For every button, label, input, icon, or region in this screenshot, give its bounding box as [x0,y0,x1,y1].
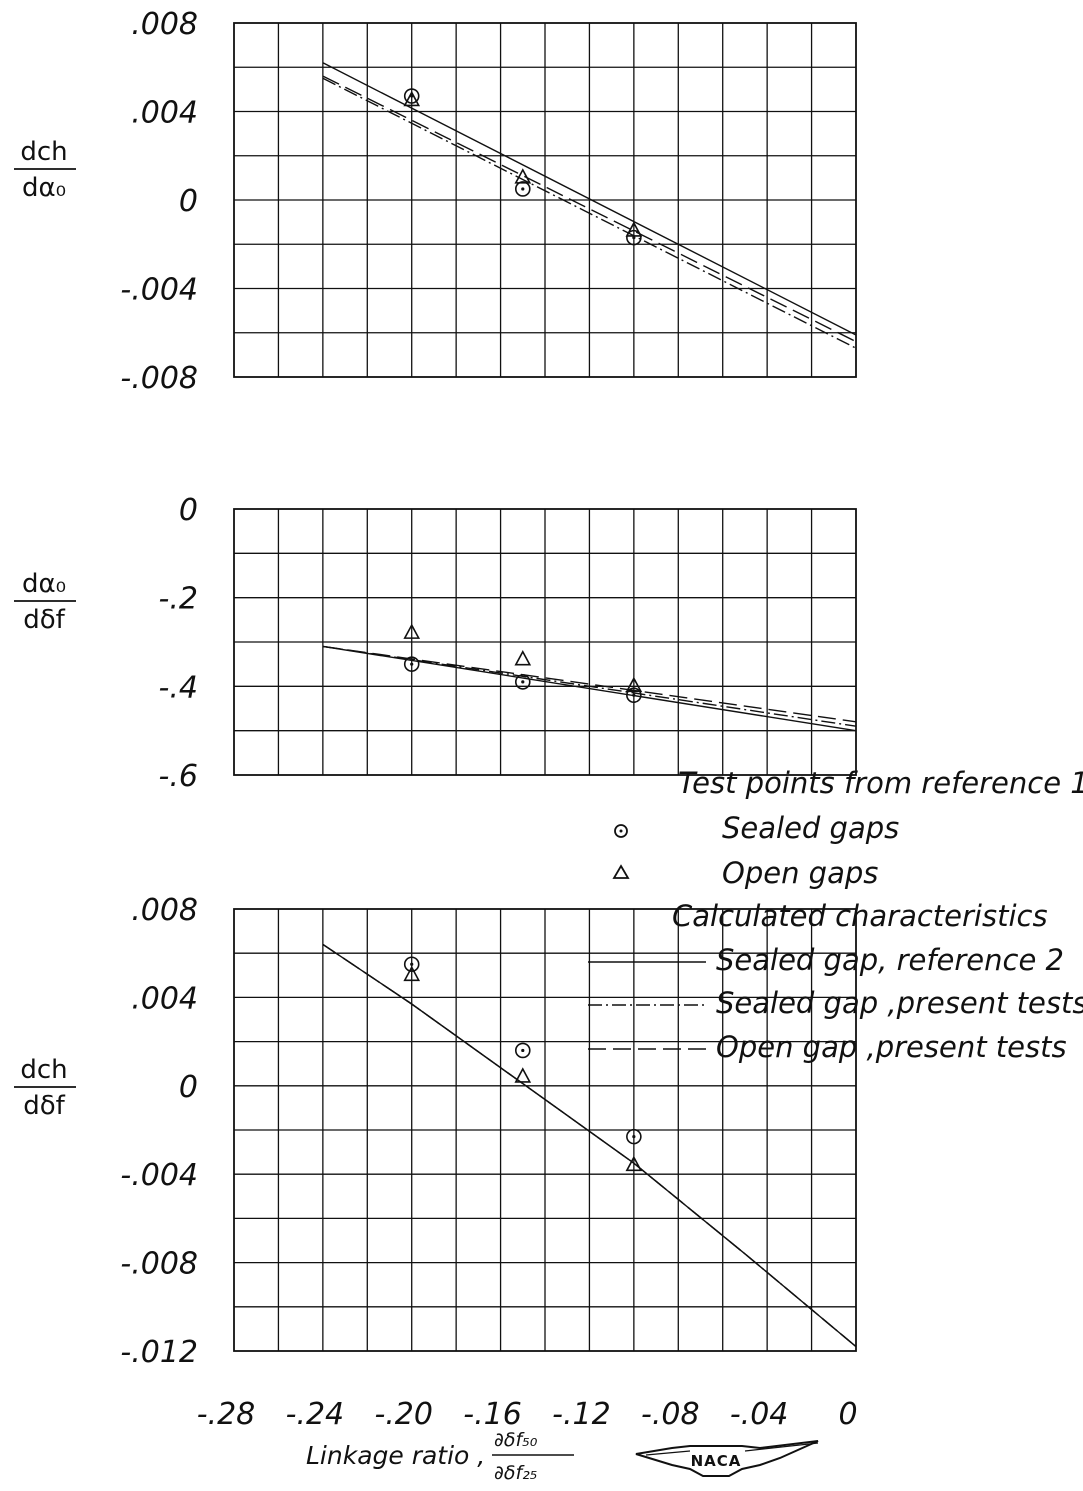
data-point-open-gap [625,1155,643,1172]
x-tick-label: -.16 [463,1397,522,1432]
y-tick-label: 0 [179,1070,198,1105]
y-axis-label-denominator: dδf [23,1091,65,1121]
x-axis-title: Linkage ratio , ∂δf₅₀ ∂δf₂₅ [306,1429,574,1484]
y-tick-label: 0 [179,493,198,528]
y-axis-label-denominator: dδf [23,605,65,635]
data-point-open-gap [403,965,421,982]
naca-logo-text: NACA [691,1452,742,1470]
legend-test-heading: Test points from reference 1 [678,766,1083,800]
data-point-sealed-gap [514,1042,531,1059]
series-line-dash-dot [322,645,857,727]
point-dot [521,1048,525,1053]
point-circle [514,674,531,690]
y-axis-label-numerator: dα₀ [22,569,66,599]
point-circle [514,1042,531,1059]
legend-calc-heading: Calculated characteristics [672,899,1048,933]
legend-line-open: Open gap ,present tests [716,1030,1067,1064]
data-point-open-gap [625,221,643,237]
plot-frame [233,908,857,1352]
x-axis-title-numerator: ∂δf₅₀ [494,1429,538,1451]
data-point-sealed-gap [403,656,420,672]
data-point-sealed-gap [514,181,531,197]
naca-logo: NACA [635,1440,819,1477]
point-dot [632,693,636,697]
series-line-dashed [322,645,857,723]
data-point-sealed-gap [514,674,531,690]
series-line-solid [322,62,857,336]
series-line-dash-dot [322,943,857,1348]
y-tick-label: -.008 [120,1247,198,1282]
point-circle [626,1128,642,1145]
y-tick-label: -.004 [120,273,198,308]
x-axis-title-prefix: Linkage ratio , [306,1441,485,1470]
x-tick-label: -.12 [552,1397,611,1432]
x-tick-label: -.28 [197,1397,256,1432]
y-axis-label-numerator: dch [20,1055,67,1085]
y-axis-label-denominator: dα₀ [22,173,66,203]
point-dot [632,1135,636,1139]
data-point-open-gap [403,90,421,107]
legend-sealed-gaps: Sealed gaps [722,811,899,845]
data-point-open-gap [514,650,532,666]
panel-hinge-moment-delta: .008 .004 0 -.004 -.008 -.012 dch dδf -.28 -.24 -.… [14,893,858,1432]
point-dot [521,187,525,191]
data-point-sealed-gap [403,956,420,973]
y-tick-label: -.004 [120,1158,198,1193]
x-tick-label: 0 [838,1397,857,1432]
legend-triangle-marker-icon [612,864,630,879]
plot-frame [233,508,857,776]
y-tick-label: .008 [131,7,198,42]
point-dot [410,662,414,666]
point-circle [626,229,642,246]
y-axis-label-numerator: dch [20,137,67,167]
y-tick-label: -.6 [159,759,198,794]
series-line-dashed [322,943,857,1348]
y-tick-label: .004 [131,981,198,1016]
legend-circle-marker-icon [614,824,628,838]
point-circle [626,687,642,704]
x-axis-title-denominator: ∂δf₂₅ [494,1462,537,1484]
series-line-dash-dot [322,77,857,349]
y-tick-label: .008 [131,893,198,928]
data-point-open-gap [514,168,532,184]
legend: Test points from reference 1 Sealed gaps… [588,766,1083,1064]
y-tick-label: -.008 [120,361,198,396]
data-point-open-gap [625,676,643,693]
point-circle [403,88,420,104]
point-circle [403,656,420,672]
y-tick-label: -.2 [159,582,198,617]
y-tick-label: -.012 [120,1335,198,1370]
data-point-sealed-gap [626,1128,642,1145]
point-circle [514,181,531,197]
panel-hinge-moment-alpha: .008 .004 0 -.004 -.008 dch dα₀ [14,7,857,396]
y-tick-label: 0 [179,184,198,219]
data-point-sealed-gap [626,687,642,704]
data-point-sealed-gap [626,229,642,246]
series-line-solid [322,645,857,732]
point-dot [521,680,525,684]
x-tick-label: -.20 [374,1397,433,1432]
panel-alpha-delta: 0 -.2 -.4 -.6 dα₀ dδf [14,493,857,794]
x-tick-label: -.24 [286,1397,345,1432]
data-point-open-gap [403,623,421,639]
legend-open-gaps: Open gaps [722,856,878,890]
plot-frame [233,22,857,378]
y-tick-label: .004 [131,96,198,131]
x-tick-label: -.04 [730,1397,789,1432]
point-dot [632,236,636,240]
legend-line-ref2: Sealed gap, reference 2 [716,943,1064,977]
point-dot [410,962,414,966]
point-circle [403,956,420,973]
legend-line-sealed: Sealed gap ,present tests [716,986,1083,1020]
x-tick-label: -.08 [641,1397,700,1432]
y-tick-label: -.4 [159,670,198,705]
data-point-open-gap [514,1067,532,1083]
